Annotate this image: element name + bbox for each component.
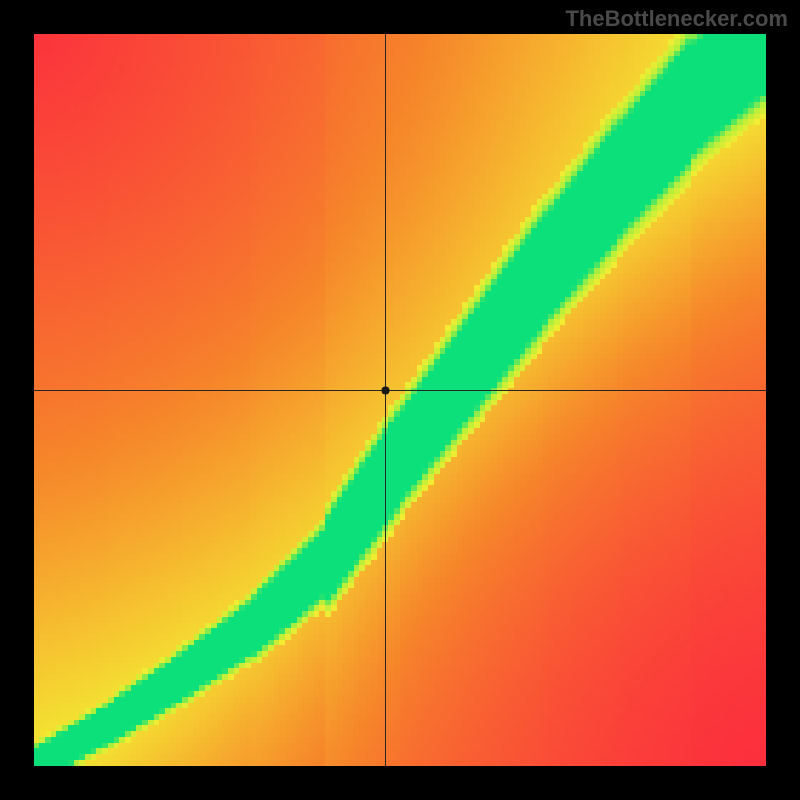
plot-area [34,34,766,766]
watermark-text: TheBottlenecker.com [565,6,788,32]
bottleneck-heatmap [34,34,766,766]
